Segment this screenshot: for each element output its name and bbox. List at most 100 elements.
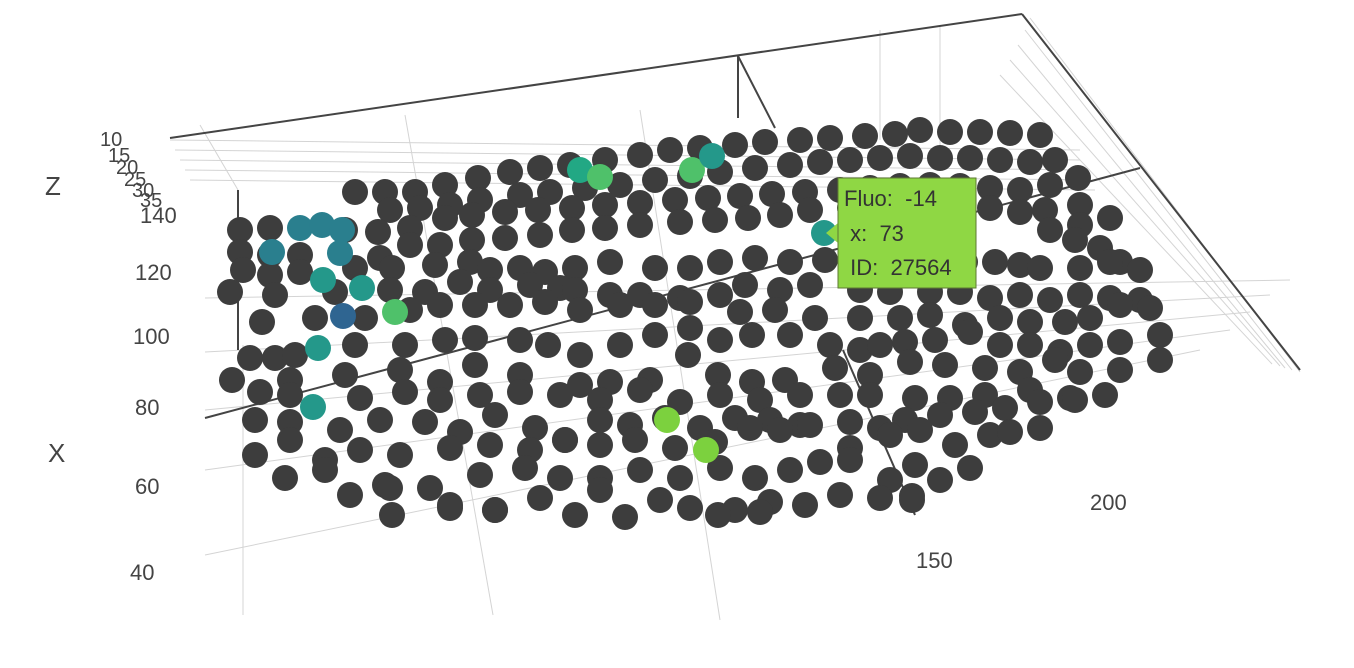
scatter-point[interactable] — [827, 382, 853, 408]
scatter-point[interactable] — [642, 255, 668, 281]
scatter-point[interactable] — [422, 252, 448, 278]
scatter-point-highlighted[interactable] — [587, 164, 613, 190]
scatter-point[interactable] — [707, 249, 733, 275]
scatter-point[interactable] — [1127, 257, 1153, 283]
scatter-point[interactable] — [347, 385, 373, 411]
scatter-point-highlighted[interactable] — [567, 157, 593, 183]
scatter-point[interactable] — [437, 495, 463, 521]
scatter-point[interactable] — [277, 409, 303, 435]
scatter-point[interactable] — [752, 129, 778, 155]
scatter-point[interactable] — [507, 182, 533, 208]
scatter-point[interactable] — [727, 299, 753, 325]
scatter-point[interactable] — [735, 205, 761, 231]
scatter-point[interactable] — [467, 462, 493, 488]
scatter-point[interactable] — [1027, 389, 1053, 415]
scatter-point[interactable] — [377, 475, 403, 501]
scatter-point[interactable] — [277, 382, 303, 408]
scatter-point[interactable] — [497, 159, 523, 185]
scatter-point[interactable] — [837, 147, 863, 173]
scatter-point[interactable] — [957, 319, 983, 345]
scatter-point[interactable] — [707, 455, 733, 481]
scatter-point[interactable] — [427, 387, 453, 413]
scatter-point[interactable] — [587, 407, 613, 433]
scatter-point[interactable] — [427, 369, 453, 395]
scatter-point[interactable] — [527, 485, 553, 511]
scatter-point[interactable] — [257, 262, 283, 288]
scatter-point[interactable] — [607, 292, 633, 318]
scatter-point[interactable] — [467, 382, 493, 408]
scatter-point[interactable] — [522, 415, 548, 441]
scatter-point[interactable] — [642, 322, 668, 348]
scatter-point[interactable] — [1077, 332, 1103, 358]
scatter-point[interactable] — [907, 417, 933, 443]
scatter-point[interactable] — [1037, 217, 1063, 243]
scatter-point[interactable] — [379, 255, 405, 281]
scatter-point[interactable] — [817, 125, 843, 151]
scatter-point-highlighted[interactable] — [330, 303, 356, 329]
scatter-point[interactable] — [977, 285, 1003, 311]
scatter-point[interactable] — [867, 485, 893, 511]
scatter-point[interactable] — [767, 277, 793, 303]
scatter-point[interactable] — [1107, 292, 1133, 318]
scatter-point[interactable] — [887, 305, 913, 331]
scatter-point[interactable] — [732, 272, 758, 298]
scatter-point[interactable] — [892, 329, 918, 355]
scatter-point[interactable] — [847, 337, 873, 363]
scatter-point[interactable] — [277, 427, 303, 453]
scatter-point[interactable] — [982, 249, 1008, 275]
scatter-point[interactable] — [247, 379, 273, 405]
scatter-point[interactable] — [812, 247, 838, 273]
scatter-point-highlighted[interactable] — [811, 220, 837, 246]
scatter-point[interactable] — [230, 257, 256, 283]
scatter-point[interactable] — [1007, 282, 1033, 308]
scatter-point[interactable] — [927, 402, 953, 428]
scatter-point[interactable] — [432, 172, 458, 198]
scatter-point[interactable] — [1017, 149, 1043, 175]
scatter-point[interactable] — [922, 327, 948, 353]
scatter-point[interactable] — [847, 305, 873, 331]
scatter-point[interactable] — [392, 379, 418, 405]
scatter-point[interactable] — [387, 442, 413, 468]
scatter-point[interactable] — [932, 352, 958, 378]
scatter-point[interactable] — [1042, 347, 1068, 373]
scatter-point[interactable] — [517, 272, 543, 298]
scatter-point[interactable] — [977, 195, 1003, 221]
scatter-point[interactable] — [627, 212, 653, 238]
scatter-point[interactable] — [917, 302, 943, 328]
scatter-point[interactable] — [977, 175, 1003, 201]
scatter-point[interactable] — [1007, 177, 1033, 203]
scatter-point[interactable] — [492, 225, 518, 251]
scatter-point[interactable] — [447, 269, 473, 295]
scatter-point[interactable] — [627, 377, 653, 403]
scatter-point[interactable] — [1067, 282, 1093, 308]
scatter-point[interactable] — [822, 355, 848, 381]
scatter-point-highlighted[interactable] — [349, 275, 375, 301]
scatter-point[interactable] — [497, 292, 523, 318]
scatter-point[interactable] — [607, 172, 633, 198]
scatter-point[interactable] — [987, 147, 1013, 173]
scatter-point-highlighted[interactable] — [300, 394, 326, 420]
scatter-point[interactable] — [747, 499, 773, 525]
scatter-point[interactable] — [1052, 309, 1078, 335]
scatter-point[interactable] — [527, 155, 553, 181]
scatter-point[interactable] — [342, 179, 368, 205]
scatter-point[interactable] — [249, 309, 275, 335]
scatter-point[interactable] — [937, 119, 963, 145]
scatter-point[interactable] — [242, 442, 268, 468]
scatter-point[interactable] — [507, 327, 533, 353]
scatter-point[interactable] — [459, 202, 485, 228]
scatter-point-highlighted[interactable] — [259, 239, 285, 265]
scatter-point[interactable] — [462, 352, 488, 378]
scatter-point[interactable] — [1092, 382, 1118, 408]
scatter-point[interactable] — [262, 282, 288, 308]
scatter-point[interactable] — [737, 415, 763, 441]
scatter-point[interactable] — [237, 345, 263, 371]
scatter-point[interactable] — [807, 149, 833, 175]
scatter-point[interactable] — [1017, 332, 1043, 358]
scatter-point[interactable] — [1107, 329, 1133, 355]
scatter-point[interactable] — [777, 457, 803, 483]
scatter-point[interactable] — [707, 282, 733, 308]
scatter-point[interactable] — [562, 277, 588, 303]
scatter-point[interactable] — [217, 279, 243, 305]
scatter-point[interactable] — [747, 387, 773, 413]
